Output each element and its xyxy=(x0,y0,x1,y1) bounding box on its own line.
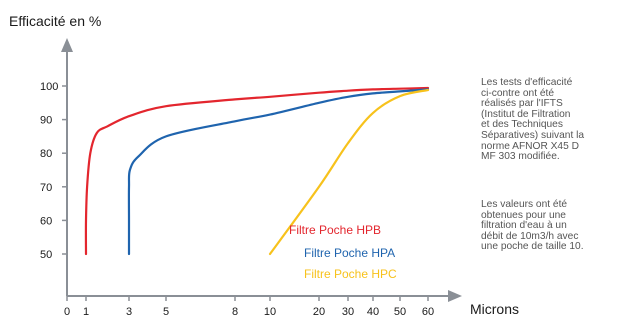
test-info-note: Les tests d'efficacité ci-contre ont été… xyxy=(481,77,585,163)
y-axis-label: Efficacité en % xyxy=(9,13,101,29)
x-tick-label: 30 xyxy=(342,306,354,318)
y-tick-label: 70 xyxy=(40,182,52,194)
x-tick-label: 8 xyxy=(232,306,238,318)
series-group xyxy=(84,86,430,256)
y-tick-label: 50 xyxy=(40,249,52,261)
series-line-hpa xyxy=(127,88,430,256)
legend-label-hpb: Filtre Poche HPB xyxy=(289,223,381,237)
series-line-hpb xyxy=(84,86,430,256)
x-tick-label: 40 xyxy=(367,306,379,318)
x-tick-label: 5 xyxy=(163,306,169,318)
legend-label-hpc: Filtre Poche HPC xyxy=(304,267,397,281)
y-axis-arrow xyxy=(61,38,73,52)
y-tick-label: 100 xyxy=(40,81,58,93)
test-conditions-note: Les valeurs ont été obtenues pour une fi… xyxy=(481,199,584,253)
legend-label-hpa: Filtre Poche HPA xyxy=(304,246,395,260)
ticks: 50 60 70 80 90 100 0 1 3 5 8 10 20 30 40 50 60 xyxy=(40,81,434,318)
x-tick-label: 20 xyxy=(313,306,325,318)
x-axis-label: Microns xyxy=(470,301,519,317)
x-tick-label: 0 xyxy=(64,306,70,318)
x-tick-label: 3 xyxy=(126,306,132,318)
x-tick-label: 60 xyxy=(422,306,434,318)
series-line-hpc xyxy=(268,88,430,256)
x-tick-label: 50 xyxy=(394,306,406,318)
x-tick-label: 1 xyxy=(83,306,89,318)
legend: Filtre Poche HPB Filtre Poche HPA Filtre P… xyxy=(289,223,397,281)
axes xyxy=(61,38,462,302)
y-tick-label: 90 xyxy=(40,115,52,127)
y-tick-label: 80 xyxy=(40,148,52,160)
x-tick-label: 10 xyxy=(264,306,276,318)
y-tick-label: 60 xyxy=(40,215,52,227)
x-axis-arrow xyxy=(448,290,462,302)
